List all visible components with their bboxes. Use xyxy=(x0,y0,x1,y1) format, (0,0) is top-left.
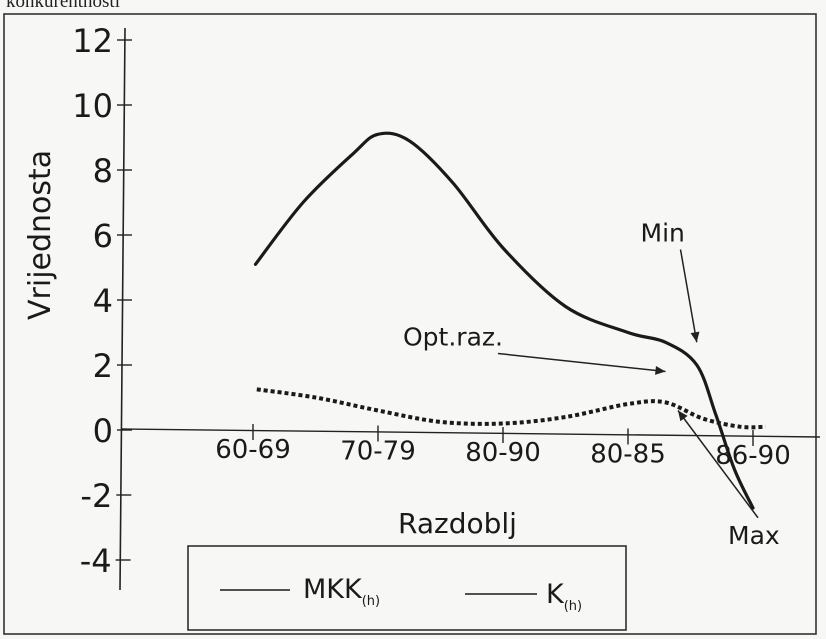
x-tick-label: 80-85 xyxy=(590,440,666,470)
legend-label-mkk: MKK(h) xyxy=(303,574,380,609)
annotation-label: Min xyxy=(641,219,685,248)
legend-label-k-main: K xyxy=(546,579,565,610)
annotation-label: Max xyxy=(728,521,780,550)
x-tick-label: 60-69 xyxy=(215,435,291,465)
y-axis-label: Vrijednosta xyxy=(23,150,58,320)
x-tick-label: 70-79 xyxy=(340,437,416,467)
y-tick-label: 2 xyxy=(93,347,113,385)
annotation-arrow-line xyxy=(681,250,697,343)
legend-label-k: K(h) xyxy=(546,579,582,614)
legend-label-mkk-main: MKK xyxy=(303,574,363,605)
y-axis xyxy=(120,28,125,590)
y-tick-label: 8 xyxy=(93,152,113,190)
legend-label-mkk-sub: (h) xyxy=(362,594,380,609)
series-line-k xyxy=(257,389,766,427)
legend: MKK(h) K(h) xyxy=(188,546,626,630)
y-tick-label: -2 xyxy=(80,477,112,515)
x-axis-label: Razdoblj xyxy=(398,507,517,540)
legend-label-k-sub: (h) xyxy=(564,599,582,614)
annotation-arrow-head xyxy=(655,366,665,375)
x-tick-label: 80-90 xyxy=(465,438,541,468)
y-tick-label: 0 xyxy=(93,412,113,450)
annotation-layer: Min Opt.raz. Max xyxy=(403,219,780,550)
annotation-label: Opt.raz. xyxy=(403,323,503,352)
y-tick-label: 12 xyxy=(72,22,113,60)
annotation-arrow-head xyxy=(691,332,700,343)
y-tick-label: 10 xyxy=(72,87,113,125)
y-tick-label: 6 xyxy=(93,217,113,255)
annotation-arrow-line xyxy=(498,354,666,372)
y-tick-label: -4 xyxy=(80,542,112,580)
y-tick-label: 4 xyxy=(93,282,113,320)
